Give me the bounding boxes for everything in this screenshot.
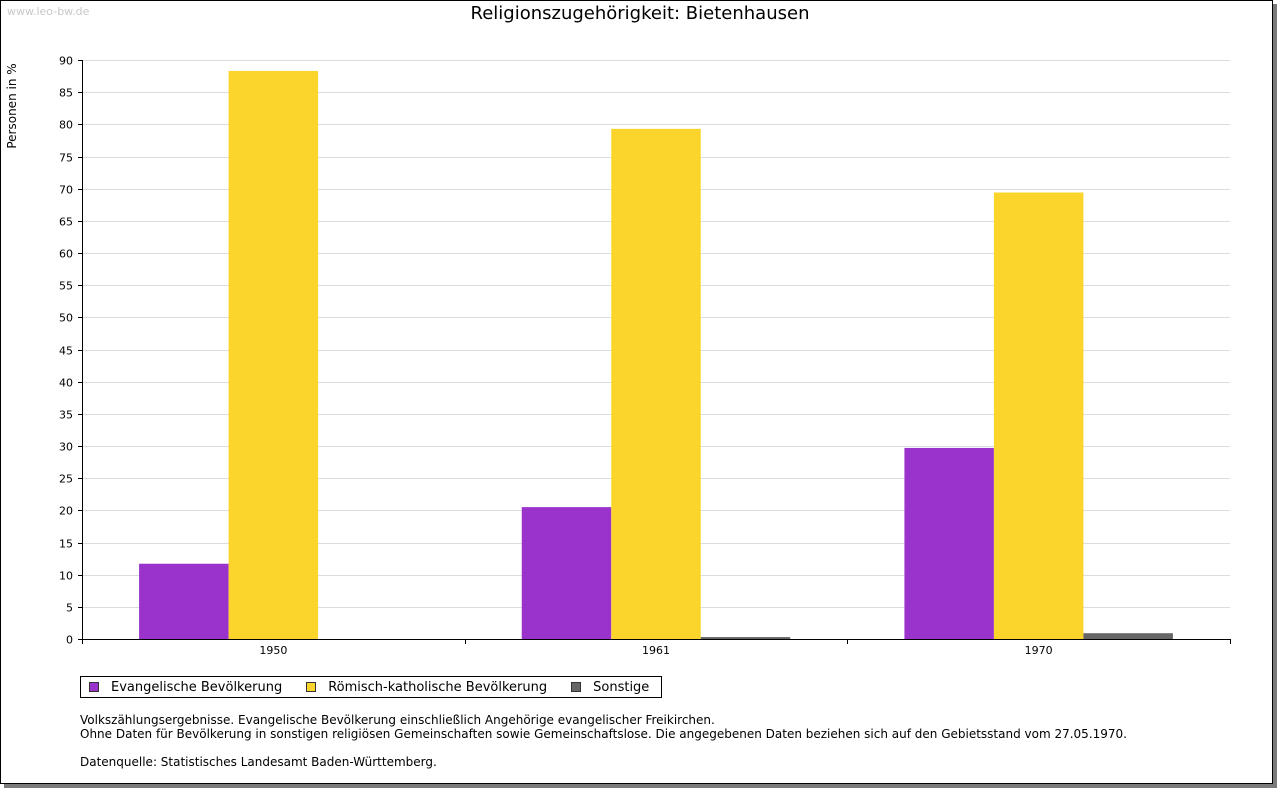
x-tick-label: 1961 bbox=[642, 644, 670, 657]
y-tick-label: 5 bbox=[66, 602, 73, 615]
watermark: www.leo-bw.de bbox=[7, 5, 90, 18]
y-axis-label: Personen in % bbox=[5, 63, 19, 148]
legend-item-katholisch: Römisch-katholische Bevölkerung bbox=[306, 680, 547, 695]
y-tick-label: 10 bbox=[59, 570, 73, 583]
axes: 0 5 10 15 20 25 30 35 40 45 50 55 60 65 70 75 80 85 90 1950… bbox=[59, 55, 1231, 657]
y-tick-label: 15 bbox=[59, 538, 73, 551]
legend-label: Evangelische Bevölkerung bbox=[111, 679, 283, 695]
legend-label: Sonstige bbox=[593, 679, 650, 695]
x-tick-label: 1970 bbox=[1025, 644, 1053, 657]
note-line-2: Ohne Daten für Bevölkerung in sonstigen … bbox=[80, 727, 1127, 741]
bar-chart: 0 5 10 15 20 25 30 35 40 45 50 55 60 65 70 75 80 85 90 1950… bbox=[5, 55, 1231, 657]
y-tick-label: 20 bbox=[59, 505, 73, 518]
legend-swatch bbox=[89, 682, 99, 692]
bar-1970-0 bbox=[904, 447, 994, 639]
legend-swatch bbox=[571, 682, 582, 692]
y-tick-label: 90 bbox=[59, 55, 73, 68]
y-tick-label: 25 bbox=[59, 473, 73, 486]
y-tick-label: 35 bbox=[59, 409, 73, 422]
data-source: Datenquelle: Statistisches Landesamt Bad… bbox=[80, 755, 437, 769]
y-tick-label: 55 bbox=[59, 280, 73, 293]
bar-1970-1 bbox=[993, 192, 1084, 639]
y-tick-label: 0 bbox=[66, 634, 73, 647]
bar-1961-1 bbox=[611, 128, 701, 639]
y-tick-label: 50 bbox=[59, 312, 73, 325]
y-tick-label: 40 bbox=[59, 377, 73, 390]
legend-label: Römisch-katholische Bevölkerung bbox=[328, 679, 548, 695]
legend-item-evangelisch: Evangelische Bevölkerung bbox=[89, 680, 282, 695]
y-tick-label: 85 bbox=[59, 87, 73, 100]
bars bbox=[139, 70, 1173, 640]
y-tick-label: 75 bbox=[59, 152, 73, 165]
y-tick-label: 70 bbox=[59, 184, 73, 197]
x-tick-label: 1950 bbox=[259, 644, 287, 657]
legend-swatch bbox=[306, 682, 317, 692]
y-tick-label: 80 bbox=[59, 119, 73, 132]
legend-item-sonstige: Sonstige bbox=[571, 680, 649, 695]
bar-1970-2 bbox=[1083, 633, 1173, 639]
y-tick-label: 30 bbox=[59, 441, 73, 454]
bar-1961-2 bbox=[700, 637, 791, 639]
y-tick-label: 65 bbox=[59, 216, 73, 229]
legend: Evangelische Bevölkerung Römisch-katholi… bbox=[80, 676, 663, 698]
bar-1950-1 bbox=[228, 70, 319, 640]
bar-1961-0 bbox=[521, 507, 612, 639]
note-line-1: Volkszählungsergebnisse. Evangelische Be… bbox=[80, 713, 715, 727]
y-tick-label: 45 bbox=[59, 345, 73, 358]
y-tick-label: 60 bbox=[59, 248, 73, 261]
chart-title: Religionszugehörigkeit: Bietenhausen bbox=[470, 3, 810, 24]
bar-1950-0 bbox=[139, 563, 229, 639]
chart-notes: Volkszählungsergebnisse. Evangelische Be… bbox=[80, 713, 1127, 769]
